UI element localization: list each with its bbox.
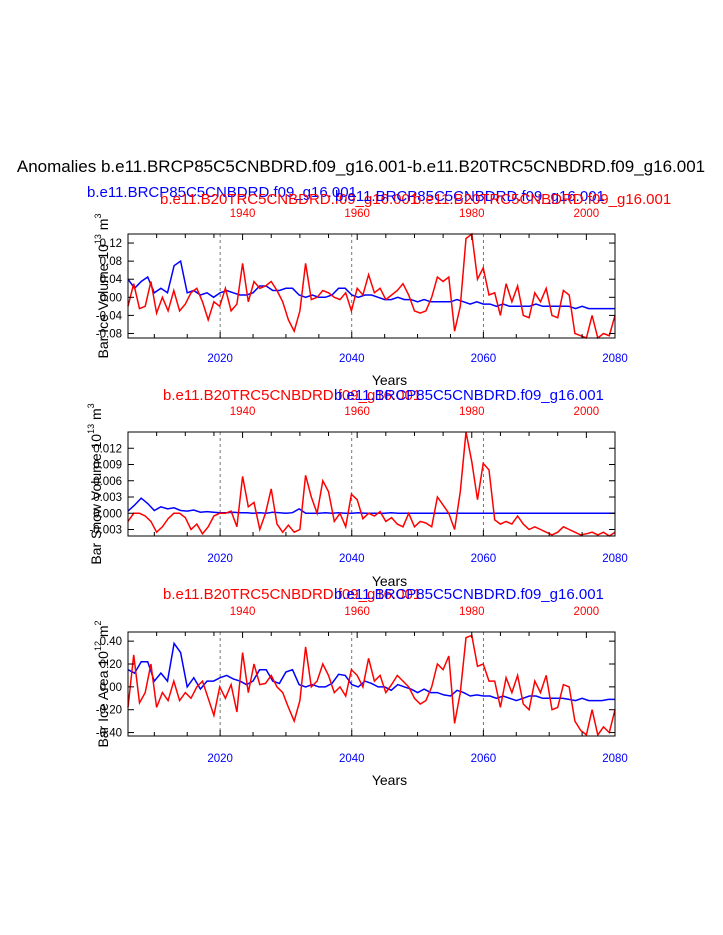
x-tick-label-bottom: 2020 — [207, 553, 233, 565]
x-axis-label: Years — [372, 772, 407, 788]
y-tick-label: 0.00 — [100, 292, 122, 304]
run-label: b.e11.B20TRC5CNBDRD.f09_g16.001 — [163, 586, 421, 603]
x-tick-label-top: 1940 — [230, 406, 256, 418]
y-tick-label: -0.40 — [96, 728, 122, 740]
series-line-hist — [127, 634, 616, 737]
y-tick-label: 0.003 — [93, 492, 122, 504]
x-tick-label-top: 2000 — [574, 208, 600, 220]
y-tick-label: 0.20 — [100, 659, 122, 671]
run-label: b.e11.BRCP85C5CNBDRD.f09_g16.001 — [87, 184, 357, 201]
series-line-rcp — [127, 641, 615, 702]
y-label-exp: 13 — [93, 234, 103, 244]
y-tick-label: 0.000 — [93, 508, 122, 520]
plot-frame — [127, 233, 616, 339]
x-tick-label-bottom: 2040 — [339, 753, 365, 765]
x-tick-label-top: 1980 — [459, 208, 485, 220]
y-tick-label: 0.12 — [100, 238, 122, 250]
x-tick-label-top: 1960 — [344, 606, 370, 618]
run-label: b.e11.BRCP85C5CNBDRD.f09_g16.001 — [334, 586, 604, 603]
panel-bar-ice-area: b.e11.B20TRC5CNBDRD.f09_g16.001b.e11.BRC… — [93, 586, 628, 788]
x-tick-label-top: 1940 — [230, 208, 256, 220]
x-axis-label: Years — [372, 573, 407, 589]
x-tick-label-bottom: 2020 — [207, 753, 233, 765]
x-tick-label-bottom: 2040 — [339, 353, 365, 365]
figure-title: Anomalies b.e11.BRCP85C5CNBDRD.f09_g16.0… — [17, 157, 705, 176]
x-tick-label-top: 1960 — [344, 208, 370, 220]
plot-frame — [127, 431, 616, 537]
y-label-main: Bar Ice Volume 10 — [95, 244, 111, 359]
run-label: b.e11.BRCP85C5CNBDRD.f09_g16.001 — [335, 188, 605, 205]
y-tick-label: -0.20 — [96, 705, 122, 717]
y-label-unit-exp: 2 — [93, 620, 103, 625]
run-label: b.e11.B20TRC5CNBDRD.f09_g16.001 — [160, 191, 418, 208]
x-tick-label-bottom: 2080 — [602, 553, 628, 565]
y-tick-label: -0.003 — [89, 525, 122, 537]
x-tick-label-top: 1960 — [344, 406, 370, 418]
y-tick-label: 0.006 — [93, 476, 122, 488]
y-axis-label: Bar Snow Volume 1013 m3 — [86, 403, 104, 564]
panel-bar-ice-volume: b.e11.BRCP85C5CNBDRD.f09_g16.001b.e11.B2… — [87, 184, 671, 388]
x-tick-label-bottom: 2080 — [602, 353, 628, 365]
x-tick-label-top: 2000 — [574, 406, 600, 418]
x-tick-label-top: 1940 — [230, 606, 256, 618]
run-label: b.e11.B20TRC5CNBDRD.f09_g16.001 — [163, 387, 421, 404]
y-tick-label: 0.009 — [93, 460, 122, 472]
x-tick-label-top: 1980 — [459, 606, 485, 618]
series-line-rcp — [127, 497, 615, 515]
plot-frame — [127, 631, 616, 737]
series-line-hist — [127, 431, 616, 537]
panels: b.e11.BRCP85C5CNBDRD.f09_g16.001b.e11.B2… — [86, 184, 671, 788]
x-tick-label-bottom: 2040 — [339, 553, 365, 565]
y-axis-label: Bar Ice Area 1012 m2 — [93, 620, 111, 747]
x-tick-label-bottom: 2080 — [602, 753, 628, 765]
run-label: b.e11.BRCP85C5CNBDRD.f09_g16.001 — [334, 387, 604, 404]
y-axis-label: Bar Ice Volume 1013 m3 — [93, 214, 111, 359]
y-label-unit: m — [95, 625, 111, 641]
series-line-hist — [127, 232, 616, 340]
y-label-main: Bar Snow Volume 10 — [88, 434, 104, 565]
y-label-exp: 13 — [86, 424, 96, 434]
panel-bar-snow-volume: b.e11.B20TRC5CNBDRD.f09_g16.001b.e11.BRC… — [86, 387, 628, 589]
y-tick-label: -0.04 — [96, 310, 123, 322]
series-line-rcp — [127, 259, 615, 310]
y-tick-label: 0.04 — [100, 274, 123, 286]
y-tick-label: 0.012 — [93, 443, 122, 455]
x-tick-label-bottom: 2020 — [207, 353, 233, 365]
x-tick-label-bottom: 2060 — [471, 553, 497, 565]
x-tick-label-top: 2000 — [574, 606, 600, 618]
y-label-unit: m — [88, 408, 104, 424]
x-tick-label-top: 1980 — [459, 406, 485, 418]
y-label-unit-exp: 3 — [93, 214, 103, 219]
y-label-exp: 12 — [93, 641, 103, 651]
run-label: b.e11.B20TRC5CNBDRD.f09_g16.001 — [413, 191, 671, 208]
x-tick-label-bottom: 2060 — [471, 753, 497, 765]
y-tick-label: -0.08 — [96, 328, 122, 340]
x-tick-label-bottom: 2060 — [471, 353, 497, 365]
y-tick-label: 0.00 — [100, 682, 122, 694]
y-label-unit: m — [95, 219, 111, 235]
y-tick-label: 0.08 — [100, 256, 122, 268]
y-label-main: Bar Ice Area 10 — [95, 651, 111, 748]
y-label-unit-exp: 3 — [86, 403, 96, 408]
x-axis-label: Years — [372, 372, 407, 388]
y-tick-label: 0.40 — [100, 636, 122, 648]
